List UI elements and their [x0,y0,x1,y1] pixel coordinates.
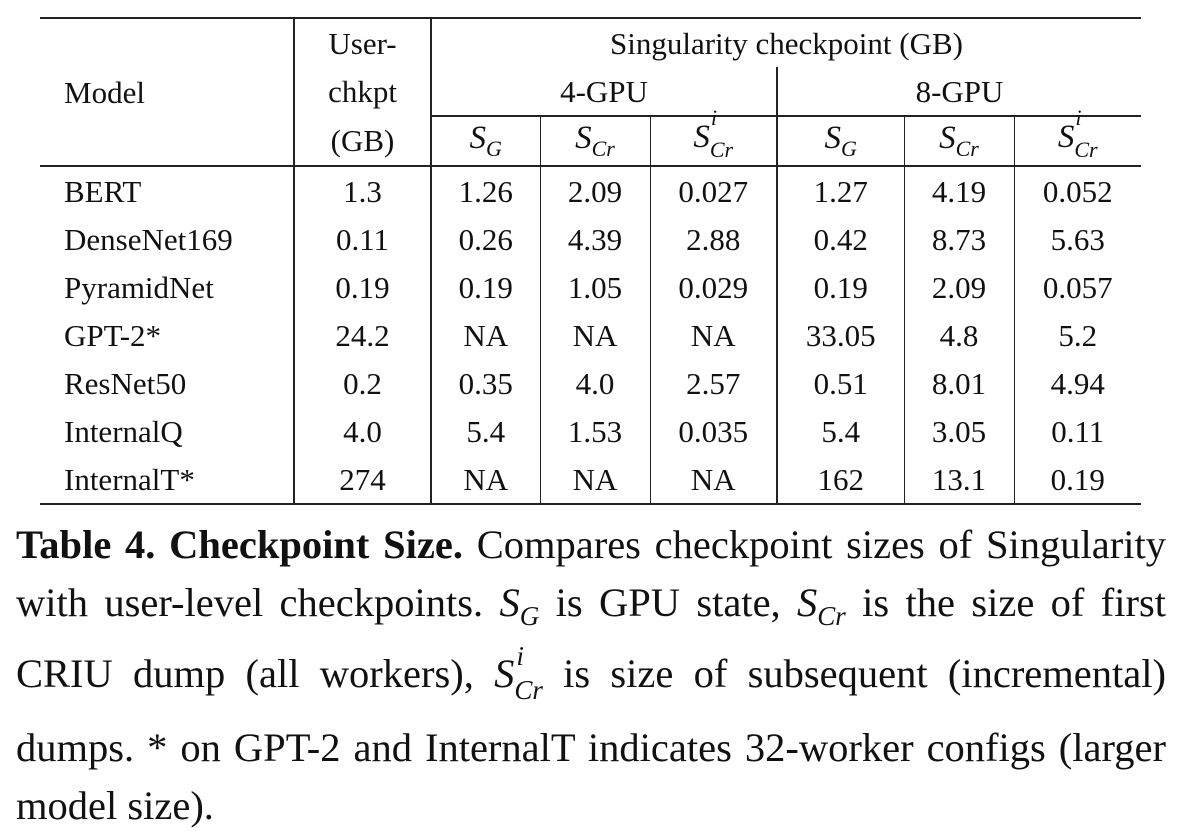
cell-model: DenseNet169 [64,221,233,257]
header-user-chkpt-line2: chkpt [293,67,431,116]
table-row: ResNet50 0.2 0.35 4.0 2.57 0.51 8.01 4.9… [40,359,1141,407]
cell-8gpu-sg: 1.27 [776,166,904,215]
cell-8gpu-scr: 3.05 [903,407,1014,455]
header-8gpu-scr: SCr [903,116,1014,167]
cell-4gpu-scr: 2.09 [539,166,650,215]
cell-4gpu-scr: 4.39 [539,215,650,263]
cell-8gpu-scri: 0.19 [1013,455,1141,505]
cell-8gpu-scri: 0.11 [1013,407,1141,455]
cell-user-chkpt: 4.0 [293,407,431,455]
caption-text-4: is size of subsequent (incremental) dump… [16,651,1166,828]
table-row: InternalT* 274 NA NA NA 162 13.1 0.19 [40,455,1141,505]
cell-4gpu-scr: NA [539,455,650,505]
cell-4gpu-scri: NA [649,311,777,359]
cell-model: PyramidNet [64,269,214,305]
header-8gpu: 8-GPU [776,67,1141,117]
cell-8gpu-scri: 4.94 [1013,359,1141,407]
header-4gpu-sg: SG [430,116,540,167]
cell-4gpu-sg: NA [430,311,540,359]
page: Model User- Singularity checkpoint (GB) … [16,17,1166,828]
cell-4gpu-sg: 1.26 [430,166,540,215]
cell-4gpu-scri: NA [649,455,777,505]
cell-8gpu-sg: 5.4 [776,407,904,455]
cell-user-chkpt: 1.3 [293,166,431,215]
cell-user-chkpt: 0.11 [293,215,431,263]
checkpoint-size-table: Model User- Singularity checkpoint (GB) … [40,17,1141,505]
caption-sym-scr: SCr [797,580,846,631]
cell-4gpu-scri: 0.035 [649,407,777,455]
cell-8gpu-sg: 162 [776,455,904,505]
table-row: DenseNet169 0.11 0.26 4.39 2.88 0.42 8.7… [40,215,1141,263]
header-user-chkpt-line3: (GB) [293,116,431,167]
cell-8gpu-scr: 4.8 [903,311,1014,359]
cell-8gpu-sg: 0.19 [776,263,904,311]
cell-4gpu-sg: 0.19 [430,263,540,311]
cell-model: InternalT* [40,455,294,505]
cell-8gpu-scr: 13.1 [903,455,1014,505]
table-row: PyramidNet 0.19 0.19 1.05 0.029 0.19 2.0… [40,263,1141,311]
cell-8gpu-scri: 5.2 [1013,311,1141,359]
cell-model: InternalQ [64,413,183,449]
header-4gpu: 4-GPU [430,67,777,117]
header-model: Model [40,17,294,116]
caption-label: Table 4. Checkpoint Size. [16,522,463,567]
cell-user-chkpt: 274 [293,455,431,505]
table-caption: Table 4. Checkpoint Size. Compares check… [16,516,1166,835]
cell-8gpu-scri: 0.057 [1013,263,1141,311]
cell-model: ResNet50 [64,365,187,401]
header-4gpu-scr: SCr [539,116,650,167]
cell-4gpu-sg: NA [430,455,540,505]
header-row-1: Model User- Singularity checkpoint (GB) [40,17,1141,116]
cell-8gpu-scri: 5.63 [1013,215,1141,263]
cell-4gpu-scr: 1.05 [539,263,650,311]
header-row-2: chkpt 4-GPU 8-GPU [40,67,1141,117]
cell-4gpu-sg: 5.4 [430,407,540,455]
cell-8gpu-scr: 8.73 [903,215,1014,263]
caption-text-2: is GPU state, [539,580,798,625]
cell-8gpu-scr: 4.19 [903,166,1014,215]
cell-8gpu-sg: 0.42 [776,215,904,263]
cell-8gpu-sg: 0.51 [776,359,904,407]
table-row: InternalQ 4.0 5.4 1.53 0.035 5.4 3.05 0.… [40,407,1141,455]
cell-model: BERT [64,173,142,209]
cell-4gpu-scri: 0.029 [649,263,777,311]
cell-8gpu-scr: 2.09 [903,263,1014,311]
cell-user-chkpt: 24.2 [293,311,431,359]
header-user-chkpt-line1: User- [293,17,431,67]
header-singularity: Singularity checkpoint (GB) [430,17,1141,67]
cell-user-chkpt: 0.2 [293,359,431,407]
cell-model: GPT-2* [64,317,162,353]
cell-4gpu-scri: 2.88 [649,215,777,263]
cell-4gpu-scri: 2.57 [649,359,777,407]
cell-8gpu-scr: 8.01 [903,359,1014,407]
cell-8gpu-scri: 0.052 [1013,166,1141,215]
caption-sym-sg: SG [499,580,540,631]
caption-text-3: is the size of first CRIU dump (all work… [16,580,1166,696]
caption-text-1: Compares checkpoint sizes of Singularity… [16,522,1166,625]
cell-4gpu-sg: 0.26 [430,215,540,263]
cell-8gpu-sg: 33.05 [776,311,904,359]
cell-4gpu-scri: 0.027 [649,166,777,215]
table-row: BERT 1.3 1.26 2.09 0.027 1.27 4.19 0.052 [40,166,1141,215]
header-8gpu-sg: SG [776,116,904,167]
cell-4gpu-scr: 1.53 [539,407,650,455]
cell-4gpu-scr: 4.0 [539,359,650,407]
cell-user-chkpt: 0.19 [293,263,431,311]
cell-4gpu-sg: 0.35 [430,359,540,407]
cell-4gpu-scr: NA [539,311,650,359]
table-row: GPT-2* 24.2 NA NA NA 33.05 4.8 5.2 [40,311,1141,359]
